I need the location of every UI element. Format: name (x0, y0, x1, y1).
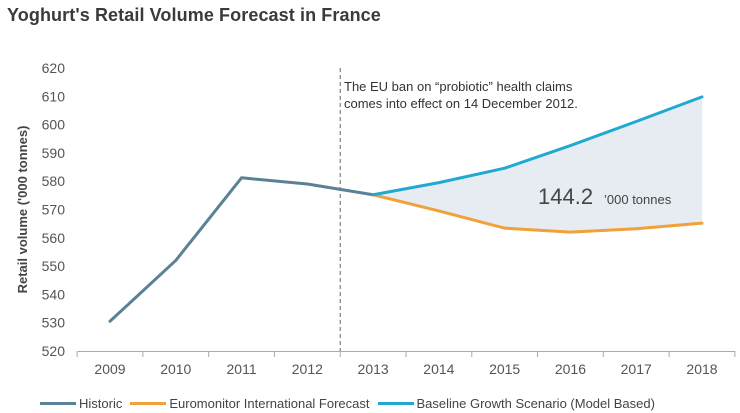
x-axis-ticks: 2009 2010 2011 2012 2013 2014 2015 2016 2017 2018 (76, 351, 736, 377)
legend-label-historic: Historic (79, 395, 123, 411)
annotation-line-1: The EU ban on “probiotic” health claims (344, 79, 573, 94)
series-line-historic (108, 176, 375, 323)
x-tick-label: 2017 (621, 361, 652, 377)
x-tick-label: 2012 (292, 361, 323, 377)
legend-swatch-forecast (130, 401, 167, 405)
y-tick-label: 600 (42, 117, 66, 133)
legend-swatch-historic (40, 401, 76, 405)
legend-item-historic: Historic (40, 396, 122, 411)
gap-unit-label: ’000 tonnes (604, 192, 672, 207)
x-tick-label: 2010 (160, 361, 191, 377)
y-tick-label: 530 (42, 315, 66, 331)
series-line-baseline (371, 95, 704, 197)
forecast-gap-area (373, 96, 702, 233)
y-tick-label: 610 (42, 88, 66, 104)
legend-swatch-baseline (377, 401, 414, 405)
x-tick-label: 2009 (94, 361, 125, 377)
x-tick-label: 2018 (686, 361, 717, 377)
y-tick-label: 550 (42, 258, 66, 274)
legend-label-forecast: Euromonitor International Forecast (169, 395, 370, 411)
chart-title: Yoghurt's Retail Volume Forecast in Fran… (7, 5, 381, 25)
x-tick-label: 2011 (227, 361, 257, 377)
x-tick-label: 2013 (358, 361, 389, 377)
x-tick-label: 2015 (489, 361, 520, 377)
series-line-forecast (371, 193, 704, 234)
legend: Historic Euromonitor International Forec… (40, 394, 663, 412)
y-axis-ticks: 520 530 540 550 560 570 580 590 600 610 620 (42, 60, 66, 359)
y-tick-label: 520 (42, 343, 66, 359)
y-axis-label: Retail volume ('000 tonnes) (15, 126, 30, 294)
y-tick-label: 580 (42, 173, 66, 189)
y-tick-label: 590 (42, 145, 66, 161)
legend-item-baseline: Baseline Growth Scenario (Model Based) (377, 395, 655, 411)
y-tick-label: 570 (42, 202, 66, 218)
series-lines (108, 95, 704, 323)
y-tick-label: 540 (42, 286, 66, 302)
legend-item-forecast: Euromonitor International Forecast (130, 395, 370, 411)
legend-label-baseline: Baseline Growth Scenario (Model Based) (416, 395, 655, 411)
x-tick-label: 2014 (423, 361, 454, 377)
x-tick-label: 2016 (555, 361, 586, 377)
annotation-line-2: comes into effect on 14 December 2012. (344, 96, 578, 111)
y-tick-label: 620 (42, 60, 66, 76)
y-tick-label: 560 (42, 230, 66, 246)
gap-value-label: 144.2 (538, 184, 593, 209)
